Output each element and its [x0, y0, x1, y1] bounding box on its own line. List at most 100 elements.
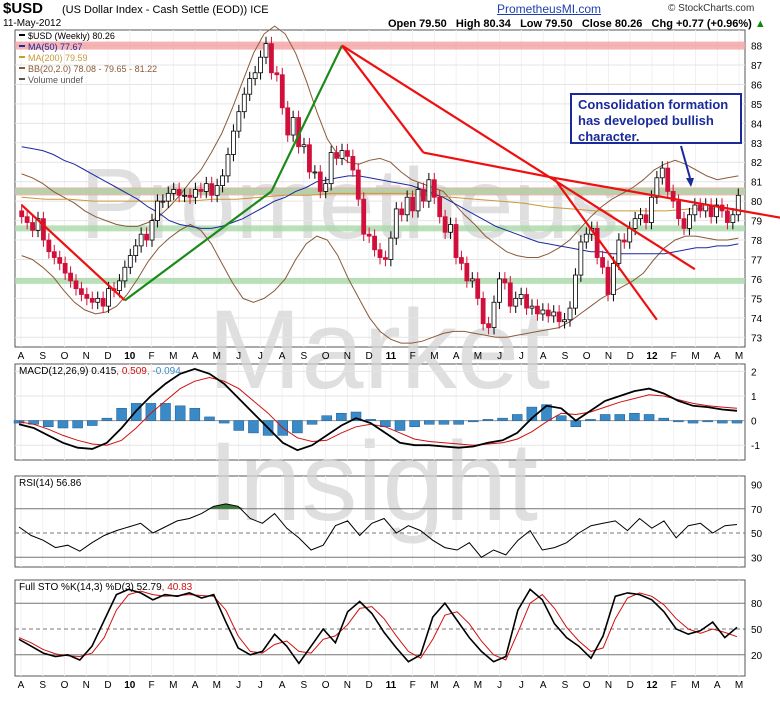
callout-line-2: has developed bullish	[578, 113, 714, 128]
copyright-text: © StockCharts.com	[668, 3, 755, 14]
x-tick-label: M	[735, 680, 743, 691]
x-tick-label: J	[236, 351, 241, 362]
x-tick-label: A	[18, 351, 25, 362]
candle-body	[138, 233, 144, 247]
macd-histogram-bar	[365, 419, 376, 421]
candle-body	[301, 144, 307, 148]
x-tick-label: A	[279, 351, 286, 362]
macd-histogram-bar	[306, 420, 318, 425]
symbol-subtitle: (US Dollar Index - Cash Settle (EOD)) IC…	[62, 4, 269, 16]
macd-histogram-bar	[585, 419, 596, 421]
macd-histogram-bar	[72, 420, 83, 429]
macd-histogram-bar	[482, 419, 494, 421]
price-legend-entry: BB(20,2.0) 78.08 - 79.65 - 81.22	[28, 64, 157, 74]
bollinger-upper-line	[21, 25, 739, 258]
x-tick-label: N	[605, 680, 612, 691]
candle-body	[393, 208, 399, 239]
candle-body	[621, 239, 627, 243]
candle-body	[725, 210, 730, 223]
support-band	[15, 188, 745, 195]
macd-histogram-bar	[467, 420, 479, 423]
candle-body	[366, 233, 372, 237]
x-tick-label: A	[714, 680, 721, 691]
x-tick-label: M	[430, 351, 438, 362]
candle-body	[654, 177, 660, 198]
macd-histogram-bar	[497, 417, 508, 421]
candle-body	[225, 154, 231, 177]
macd-histogram-bar	[189, 408, 201, 421]
legend-entry: , 40.83	[162, 582, 193, 593]
sto-k-line	[18, 588, 738, 665]
candle-body	[469, 278, 475, 282]
candle-body	[30, 222, 35, 231]
candle-body	[497, 278, 502, 303]
rsi-y-tick-label: 50	[751, 529, 763, 540]
macd-histogram-bar	[629, 412, 640, 421]
legend-swatch	[19, 78, 25, 80]
macd-histogram-bar	[350, 411, 362, 421]
trend-line	[124, 190, 273, 302]
candle-body	[687, 214, 692, 229]
candle-body	[383, 257, 388, 260]
x-tick-label: S	[39, 680, 46, 691]
x-tick-label: F	[410, 680, 416, 691]
rsi-line	[18, 503, 738, 558]
x-tick-label: S	[562, 680, 569, 691]
legend-entry: , 0.509	[116, 366, 147, 377]
symbol-title: $USD	[3, 0, 44, 17]
ma200-line	[21, 192, 739, 212]
macd-y-tick-label: 1	[751, 392, 757, 403]
macd-histogram-bar	[116, 408, 127, 421]
x-tick-label: F	[410, 351, 416, 362]
macd-histogram-bar	[673, 420, 684, 423]
callout-line-1: Consolidation formation	[578, 97, 729, 112]
candle-body	[377, 249, 383, 258]
trend-line	[341, 44, 696, 271]
open-value: Open 79.50	[388, 18, 447, 30]
x-tick-label: M	[735, 351, 743, 362]
candle-body	[502, 278, 508, 284]
x-tick-label: O	[322, 351, 330, 362]
macd-histogram-bar	[453, 420, 464, 425]
change-value: Chg +0.77 (+0.96%)	[651, 18, 752, 30]
x-tick-label: A	[192, 680, 199, 691]
rsi-legend: RSI(14) 56.86	[19, 478, 82, 489]
sto-y-tick-label: 50	[751, 625, 763, 636]
candle-body	[692, 204, 698, 216]
price-y-tick-label: 85	[751, 100, 763, 111]
x-tick-label: A	[540, 680, 547, 691]
macd-histogram-bar	[101, 417, 113, 421]
macd-histogram-bar	[321, 415, 332, 421]
macd-histogram-bar	[409, 420, 420, 428]
price-legend-entry: MA(50) 77.67	[28, 42, 83, 52]
x-tick-label: 10	[124, 351, 136, 362]
x-tick-label: A	[453, 680, 460, 691]
candle-body	[160, 200, 166, 203]
candle-body	[317, 171, 323, 192]
macd-histogram-bar	[160, 403, 171, 421]
macd-histogram-bar	[599, 414, 611, 421]
x-tick-label: M	[691, 351, 699, 362]
candle-body	[84, 294, 90, 299]
price-y-tick-label: 76	[751, 275, 763, 286]
candle-body	[350, 156, 356, 171]
candle-body	[361, 198, 367, 235]
candle-body	[19, 210, 25, 218]
x-tick-label: M	[691, 680, 699, 691]
macd-histogram-bar	[643, 414, 655, 421]
candle-body	[198, 189, 204, 192]
candle-body	[57, 257, 63, 264]
candle-body	[562, 319, 567, 323]
candle-body	[573, 274, 578, 309]
support-band	[15, 277, 745, 284]
low-value: Low 79.50	[520, 18, 573, 30]
candle-body	[421, 189, 426, 202]
x-tick-label: S	[301, 351, 308, 362]
candle-body	[203, 183, 209, 192]
price-legend-entry: $USD (Weekly) 80.26	[28, 31, 115, 41]
candle-body	[307, 144, 312, 173]
candle-body	[231, 130, 236, 155]
macd-histogram-bar	[87, 420, 98, 426]
candle-body	[182, 194, 187, 197]
site-link[interactable]: PrometheusMI.com	[497, 2, 602, 16]
